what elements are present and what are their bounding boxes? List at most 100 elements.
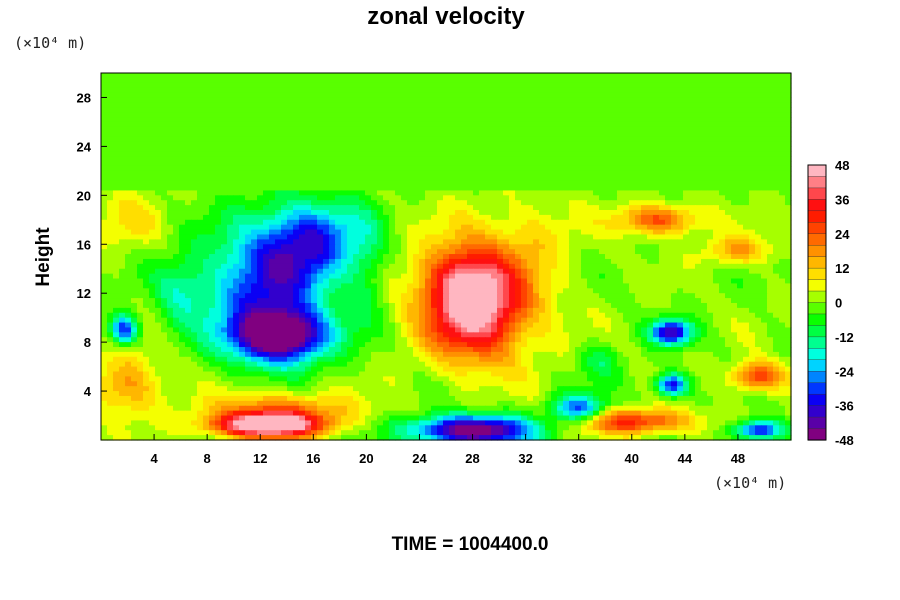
heatmap-cell [455,117,462,122]
heatmap-cell [197,215,204,220]
heatmap-cell [173,279,180,284]
heatmap-cell [707,181,714,186]
heatmap-cell [299,254,306,259]
heatmap-cell [197,181,204,186]
heatmap-cell [257,264,264,269]
heatmap-cell [257,249,264,254]
heatmap-cell [695,269,702,274]
heatmap-cell [635,107,642,112]
heatmap-cell [185,190,192,195]
heatmap-cell [515,210,522,215]
heatmap-cell [143,259,150,264]
heatmap-cell [509,161,516,166]
heatmap-cell [605,146,612,151]
heatmap-cell [425,215,432,220]
heatmap-cell [437,225,444,230]
heatmap-cell [275,200,282,205]
heatmap-cell [479,249,486,254]
heatmap-cell [401,176,408,181]
heatmap-cell [173,205,180,210]
heatmap-cell [521,97,528,102]
heatmap-cell [743,132,750,137]
heatmap-cell [383,239,390,244]
heatmap-cell [221,181,228,186]
heatmap-cell [623,220,630,225]
heatmap-cell [197,244,204,249]
heatmap-cell [305,205,312,210]
heatmap-cell [263,249,270,254]
heatmap-cell [347,220,354,225]
heatmap-cell [533,93,540,98]
heatmap-cell [275,117,282,122]
heatmap-cell [311,107,318,112]
heatmap-cell [623,230,630,235]
heatmap-cell [281,117,288,122]
heatmap-cell [227,190,234,195]
heatmap-cell [419,239,426,244]
heatmap-cell [605,122,612,127]
heatmap-cell [281,142,288,147]
heatmap-cell [761,181,768,186]
heatmap-cell [677,171,684,176]
heatmap-cell [323,210,330,215]
heatmap-cell [335,102,342,107]
heatmap-cell [377,107,384,112]
heatmap-cell [347,83,354,88]
heatmap-cell [575,205,582,210]
heatmap-cell [683,274,690,279]
heatmap-cell [185,274,192,279]
heatmap-cell [677,225,684,230]
heatmap-cell [611,225,618,230]
heatmap-cell [191,171,198,176]
heatmap-cell [155,279,162,284]
heatmap-cell [491,254,498,259]
heatmap-cell [575,190,582,195]
heatmap-cell [185,234,192,239]
heatmap-cell [269,239,276,244]
heatmap-cell [731,93,738,98]
heatmap-cell [293,83,300,88]
heatmap-cell [143,249,150,254]
heatmap-cell [227,234,234,239]
heatmap-cell [179,151,186,156]
heatmap-cell [473,142,480,147]
heatmap-cell [431,93,438,98]
heatmap-cell [365,283,372,288]
heatmap-cell [383,190,390,195]
heatmap-cell [629,93,636,98]
heatmap-cell [257,97,264,102]
heatmap-cell [611,215,618,220]
heatmap-cell [209,171,216,176]
heatmap-cell [335,230,342,235]
heatmap-cell [323,122,330,127]
heatmap-cell [239,176,246,181]
heatmap-cell [725,122,732,127]
heatmap-cell [227,78,234,83]
heatmap-cell [677,107,684,112]
heatmap-cell [203,220,210,225]
heatmap-cell [737,73,744,78]
heatmap-cell [401,259,408,264]
heatmap-cell [197,161,204,166]
heatmap-cell [251,269,258,274]
heatmap-cell [749,151,756,156]
heatmap-cell [341,234,348,239]
heatmap-cell [713,234,720,239]
heatmap-cell [425,78,432,83]
heatmap-cell [395,230,402,235]
heatmap-cell [761,230,768,235]
heatmap-cell [263,83,270,88]
heatmap-cell [575,269,582,274]
heatmap-cell [599,254,606,259]
heatmap-cell [203,146,210,151]
heatmap-cell [677,234,684,239]
heatmap-cell [497,93,504,98]
heatmap-cell [407,107,414,112]
heatmap-cell [713,132,720,137]
heatmap-cell [491,225,498,230]
heatmap-cell [179,161,186,166]
heatmap-cell [245,78,252,83]
heatmap-cell [383,254,390,259]
heatmap-cell [359,112,366,117]
heatmap-cell [473,102,480,107]
